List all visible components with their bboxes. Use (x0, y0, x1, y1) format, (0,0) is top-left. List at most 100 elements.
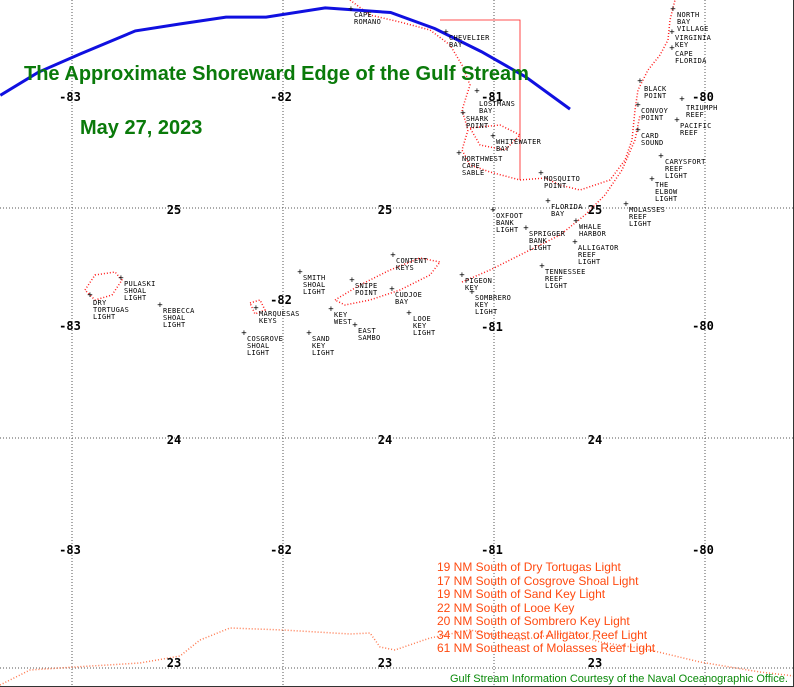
station-marker-icon: + (670, 4, 676, 15)
station-marker-icon: + (459, 270, 465, 281)
map-title: The Approximate Shoreward Edge of the Gu… (24, 63, 529, 85)
station-marker-icon: + (545, 196, 551, 207)
latitude-label: 24 (587, 433, 603, 447)
longitude-label: -80 (692, 543, 714, 557)
latitude-label: 25 (377, 203, 393, 217)
station-label: MOLASSES REEF LIGHT (629, 206, 666, 228)
station-label: CARYSFORT REEF LIGHT (665, 158, 706, 180)
station-label: LOSTMANS BAY (479, 100, 516, 115)
station-marker-icon: + (572, 237, 578, 248)
station-marker-icon: + (490, 205, 496, 216)
cuba-coast (0, 627, 793, 686)
station-label: TRIUMPH REEF (686, 104, 718, 119)
map-date: May 27, 2023 (80, 117, 203, 139)
station-marker-icon: + (349, 275, 355, 286)
latitude-label: 24 (377, 433, 393, 447)
marquesas-keys (248, 299, 267, 315)
lower-keys (333, 257, 442, 306)
station-label: MOSQUITO POINT (544, 175, 581, 190)
everglades-boundary (440, 19, 521, 180)
station-label: MARQUESAS KEYS (259, 310, 300, 325)
station-label: DRY TORTUGAS LIGHT (93, 299, 130, 321)
station-label: CONTENT KEYS (396, 257, 428, 272)
legend-item: 19 NM South of Sand Key Light (437, 587, 606, 601)
station-label: REBECCA SHOAL LIGHT (163, 307, 195, 329)
legend-item: 19 NM South of Dry Tortugas Light (437, 560, 621, 574)
station-marker-icon: + (443, 27, 449, 38)
station-label: SOMBRERO KEY LIGHT (475, 294, 512, 316)
station-marker-icon: + (306, 328, 312, 339)
station-marker-icon: + (637, 76, 643, 87)
station-marker-icon: + (460, 108, 466, 119)
distance-legend: 19 NM South of Dry Tortugas Light 17 NM … (437, 560, 656, 656)
longitude-label: -81 (481, 543, 503, 557)
station-marker-icon: + (456, 148, 462, 159)
station-label: SMITH SHOAL LIGHT (303, 274, 326, 296)
longitude-label: -80 (692, 319, 714, 333)
station-marker-icon: + (649, 174, 655, 185)
longitude-label: -83 (59, 319, 81, 333)
station-marker-icon: + (352, 320, 358, 331)
station-marker-icon: + (669, 43, 675, 54)
station-marker-icon: + (490, 131, 496, 142)
station-label: CAPE FLORIDA (675, 50, 707, 65)
station-label: TENNESSEE REEF LIGHT (545, 268, 586, 290)
station-marker-icon: + (389, 284, 395, 295)
station-marker-icon: + (623, 199, 629, 210)
longitude-label: -82 (270, 90, 292, 104)
station-marker-icon: + (539, 261, 545, 272)
station-label: VIRGINIA KEY (675, 34, 712, 49)
station-label: FLORIDA BAY (551, 203, 583, 218)
station-marker-icon: + (674, 115, 680, 126)
station-marker-icon: + (573, 216, 579, 227)
legend-item: 61 NM Southeast of Molasses Reef Light (437, 641, 656, 655)
whitewater-bay (468, 124, 522, 151)
station-label: KEY WEST (334, 311, 353, 326)
gulf-stream-edge-line (0, 6, 571, 111)
station-label: ALLIGATOR REEF LIGHT (578, 244, 619, 266)
legend-item: 34 NM Southeast of Alligator Reef Light (437, 627, 648, 642)
station-label: SNIPE POINT (355, 282, 378, 297)
station-label: PACIFIC REEF (680, 122, 712, 137)
station-marker-icon: + (469, 287, 475, 298)
station-marker-icon: + (157, 300, 163, 311)
station-marker-icon: + (635, 100, 641, 111)
latitude-label: 23 (587, 656, 603, 670)
station-marker-icon: + (328, 304, 334, 315)
station-label: CUDJOE BAY (395, 291, 423, 306)
station-label: WHITEWATER BAY (496, 138, 542, 153)
longitude-label: -83 (59, 543, 81, 557)
station-label: OXFOOT BANK LIGHT (496, 212, 524, 234)
station-marker-icon: + (241, 328, 247, 339)
station-marker-icon: + (390, 250, 396, 261)
station-label: PIGEON KEY (465, 277, 493, 292)
station-label: CARD SOUND (641, 132, 664, 147)
longitude-label: -81 (481, 320, 503, 334)
longitude-label: -82 (270, 543, 292, 557)
station-label: PULASKI SHOAL LIGHT (124, 280, 156, 302)
station-marker-icon: + (658, 151, 664, 162)
station-marker-icon: + (679, 94, 685, 105)
station-label: WHALE HARBOR (579, 223, 607, 238)
station-marker-icon: + (348, 4, 354, 15)
station-label: THE ELBOW LIGHT (655, 181, 678, 203)
station-marker-icon: + (474, 86, 480, 97)
station-marker-icon: + (538, 168, 544, 179)
legend-item: 17 NM South of Cosgrove Shoal Light (437, 573, 639, 588)
latitude-label: 23 (377, 656, 393, 670)
latitude-label: 25 (587, 203, 603, 217)
station-label: COSGROVE SHOAL LIGHT (247, 335, 284, 357)
latitude-label: 25 (166, 203, 182, 217)
station-marker-icon: + (297, 267, 303, 278)
station-label: SPRIGGER BANK LIGHT (529, 230, 566, 252)
station-marker-icon: + (118, 273, 124, 284)
latitude-label: 24 (166, 433, 182, 447)
station-marker-icon: + (253, 303, 259, 314)
station-marker-icon: + (635, 125, 641, 136)
station-label: SHARK POINT (466, 115, 489, 130)
station-label: LOOE KEY LIGHT (413, 315, 436, 337)
